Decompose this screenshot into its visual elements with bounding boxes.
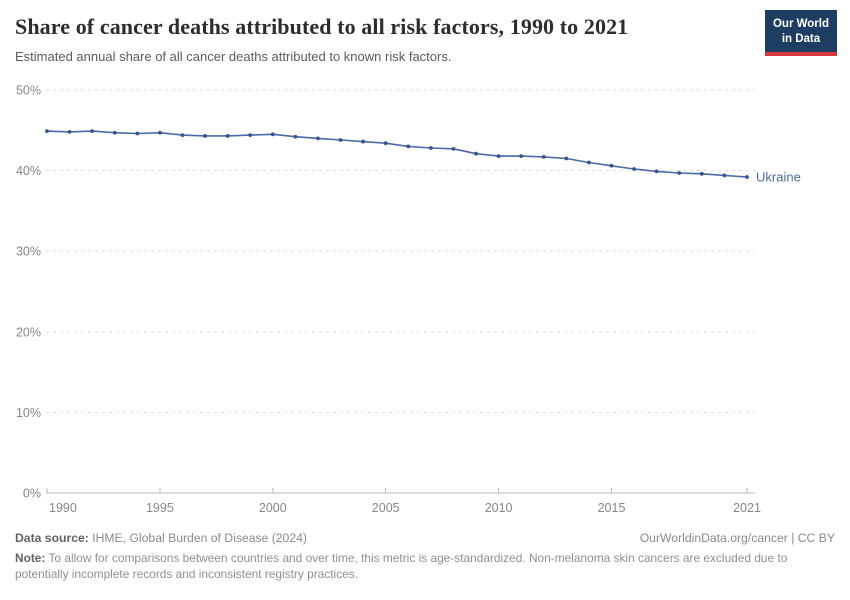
page-title: Share of cancer deaths attributed to all…	[15, 14, 629, 39]
data-source: Data source: IHME, Global Burden of Dise…	[15, 531, 307, 545]
chart-footer: Data source: IHME, Global Burden of Dise…	[15, 531, 835, 582]
data-point-2016[interactable]	[632, 167, 636, 171]
data-point-2003[interactable]	[338, 138, 343, 142]
x-axis-label-2021: 2021	[733, 501, 761, 515]
data-point-1992[interactable]	[90, 129, 95, 134]
x-axis-label-2000: 2000	[259, 501, 287, 515]
y-axis-label-10: 10%	[16, 406, 41, 420]
data-point-1993[interactable]	[112, 130, 117, 135]
note-label: Note:	[15, 551, 46, 565]
data-point-2005[interactable]	[383, 141, 388, 146]
data-point-2006[interactable]	[406, 144, 411, 149]
x-axis-label-2015: 2015	[598, 501, 626, 515]
chart-note: Note: To allow for comparisons between c…	[15, 551, 827, 582]
data-point-2015[interactable]	[609, 163, 614, 168]
x-axis-label-2005: 2005	[372, 501, 400, 515]
owid-logo-line2: in Data	[781, 32, 821, 45]
chart-header: Share of cancer deaths attributed to all…	[15, 14, 745, 64]
data-point-1991[interactable]	[67, 130, 72, 134]
data-point-2010[interactable]	[496, 154, 501, 158]
data-point-1995[interactable]	[158, 130, 162, 135]
license-link[interactable]: OurWorldinData.org/cancer | CC BY	[639, 531, 835, 545]
data-point-1990[interactable]	[45, 129, 49, 134]
y-axis-label-40: 40%	[16, 164, 41, 178]
data-point-1996[interactable]	[180, 133, 185, 138]
data-point-1998[interactable]	[225, 134, 230, 138]
data-point-2014[interactable]	[587, 160, 591, 165]
series-label-ukraine[interactable]: Ukraine	[756, 170, 801, 185]
data-point-2007[interactable]	[428, 146, 433, 150]
chart-plot-area[interactable]: 0% 10% 20% 30% 40% 50% 1990 1995 2000 2005 2010 201…	[0, 0, 850, 530]
ukraine-line[interactable]	[46, 130, 748, 178]
data-point-2019[interactable]	[699, 171, 704, 176]
data-point-2012[interactable]	[541, 154, 546, 159]
data-point-2011[interactable]	[519, 154, 524, 158]
data-point-2017[interactable]	[654, 169, 659, 174]
data-point-2018[interactable]	[677, 171, 682, 175]
data-point-2009[interactable]	[474, 151, 478, 156]
data-point-2020[interactable]	[722, 173, 727, 178]
y-axis-label-0: 0%	[23, 487, 41, 501]
x-axis-label-1990: 1990	[49, 501, 77, 515]
data-point-2004[interactable]	[361, 139, 366, 144]
x-axis-label-1995: 1995	[146, 501, 174, 515]
y-axis-label-20: 20%	[16, 325, 41, 339]
data-point-1997[interactable]	[203, 134, 207, 138]
owid-logo[interactable]: Our World in Data	[764, 10, 837, 56]
note-text: To allow for comparisons between countri…	[15, 551, 788, 581]
data-point-2002[interactable]	[316, 136, 320, 141]
data-point-2000[interactable]	[270, 132, 275, 137]
data-source-text: IHME, Global Burden of Disease (2024)	[88, 531, 307, 545]
line-chart[interactable]: 0% 10% 20% 30% 40% 50% 1990 1995 2000 2005 2010 201…	[0, 0, 850, 530]
data-point-1999[interactable]	[248, 133, 253, 138]
y-axis-label-50: 50%	[16, 84, 41, 98]
data-point-2021[interactable]	[745, 175, 749, 179]
data-point-2013[interactable]	[564, 156, 569, 161]
data-point-2008[interactable]	[451, 146, 456, 151]
chart-subtitle: Estimated annual share of all cancer dea…	[15, 49, 452, 64]
data-point-1994[interactable]	[135, 131, 140, 136]
data-point-2001[interactable]	[293, 134, 298, 139]
x-axis-label-2010: 2010	[485, 501, 513, 515]
owid-logo-line1: Our World	[772, 18, 829, 30]
y-axis-label-30: 30%	[16, 245, 41, 259]
data-source-label: Data source:	[15, 531, 89, 545]
